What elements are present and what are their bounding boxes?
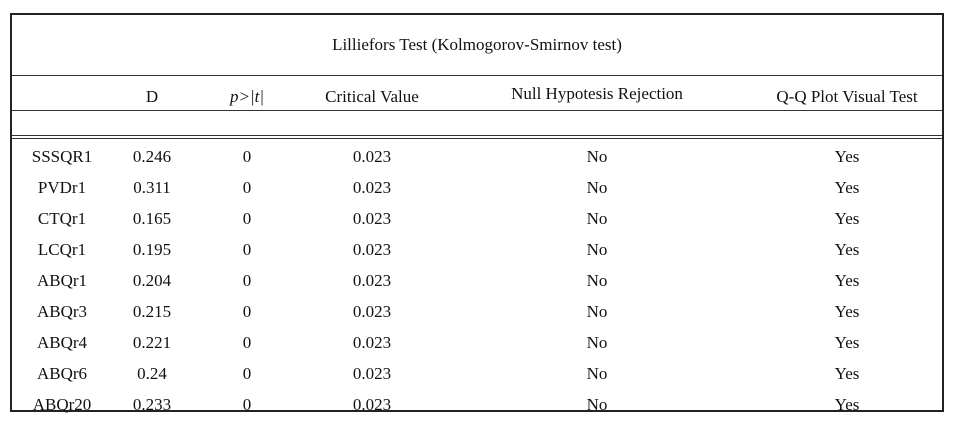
p-value-cell: 0 [242,364,252,383]
p-value-cell: 0 [242,240,252,259]
qq-plot-cell: Yes [834,209,860,228]
rejection-cell: No [586,395,608,414]
qq-plot-cell: Yes [834,302,860,321]
d-cell: 0.221 [132,333,172,352]
critical-value-cell: 0.023 [352,178,392,197]
rejection-cell: No [586,240,608,259]
header-critical-value: Critical Value [325,87,419,106]
rejection-cell: No [586,178,608,197]
d-cell: 0.311 [133,178,171,197]
qq-plot-cell: Yes [834,240,860,259]
header-qq-plot-visual-test: Q-Q Plot Visual Test [776,87,918,106]
qq-plot-cell: Yes [834,271,860,290]
row-label-cell: ABQr6 [36,364,88,383]
d-cell: 0.204 [132,271,172,290]
row-label-cell: CTQr1 [37,209,87,228]
critical-value-cell: 0.023 [352,147,392,166]
body-divider-bottom [12,138,942,139]
row-label-cell: ABQr4 [36,333,88,352]
qq-plot-cell: Yes [834,333,860,352]
row-label-cell: PVDr1 [37,178,87,197]
critical-value-cell: 0.023 [352,395,392,414]
d-cell: 0.246 [132,147,172,166]
row-label-cell: LCQr1 [37,240,87,259]
d-cell: 0.165 [132,209,172,228]
p-value-cell: 0 [242,271,252,290]
p-value-cell: 0 [242,178,252,197]
d-cell: 0.195 [132,240,172,259]
d-cell: 0.215 [132,302,172,321]
d-cell: 0.233 [132,395,172,414]
qq-plot-cell: Yes [834,147,860,166]
qq-plot-cell: Yes [834,364,860,383]
rejection-cell: No [586,302,608,321]
p-value-cell: 0 [242,395,252,414]
header-p-value: p>|t| [229,87,265,106]
p-value-cell: 0 [242,302,252,321]
critical-value-cell: 0.023 [352,240,392,259]
critical-value-cell: 0.023 [352,364,392,383]
rejection-cell: No [586,271,608,290]
critical-value-cell: 0.023 [352,271,392,290]
rejection-cell: No [586,147,608,166]
p-value-cell: 0 [242,147,252,166]
title-divider [12,75,942,76]
critical-value-cell: 0.023 [352,209,392,228]
header-divider [12,110,942,111]
body-divider-top [12,135,942,136]
rejection-cell: No [586,364,608,383]
rejection-cell: No [586,209,608,228]
table-title: Lilliefors Test (Kolmogorov-Smirnov test… [332,35,622,54]
critical-value-cell: 0.023 [352,333,392,352]
qq-plot-cell: Yes [834,178,860,197]
critical-value-cell: 0.023 [352,302,392,321]
p-value-cell: 0 [242,209,252,228]
row-label-cell: ABQr3 [36,302,88,321]
row-label-cell: ABQr1 [36,271,88,290]
header-null-hypothesis-rejection: Null Hypotesis Rejection [511,84,683,103]
results-table: Lilliefors Test (Kolmogorov-Smirnov test… [10,13,944,414]
header-d: D [145,87,159,106]
p-value-cell: 0 [242,333,252,352]
rejection-cell: No [586,333,608,352]
qq-plot-cell: Yes [834,395,860,414]
row-label-cell: SSSQR1 [31,147,93,166]
d-cell: 0.24 [137,364,167,383]
row-label-cell: ABQr20 [32,395,92,414]
